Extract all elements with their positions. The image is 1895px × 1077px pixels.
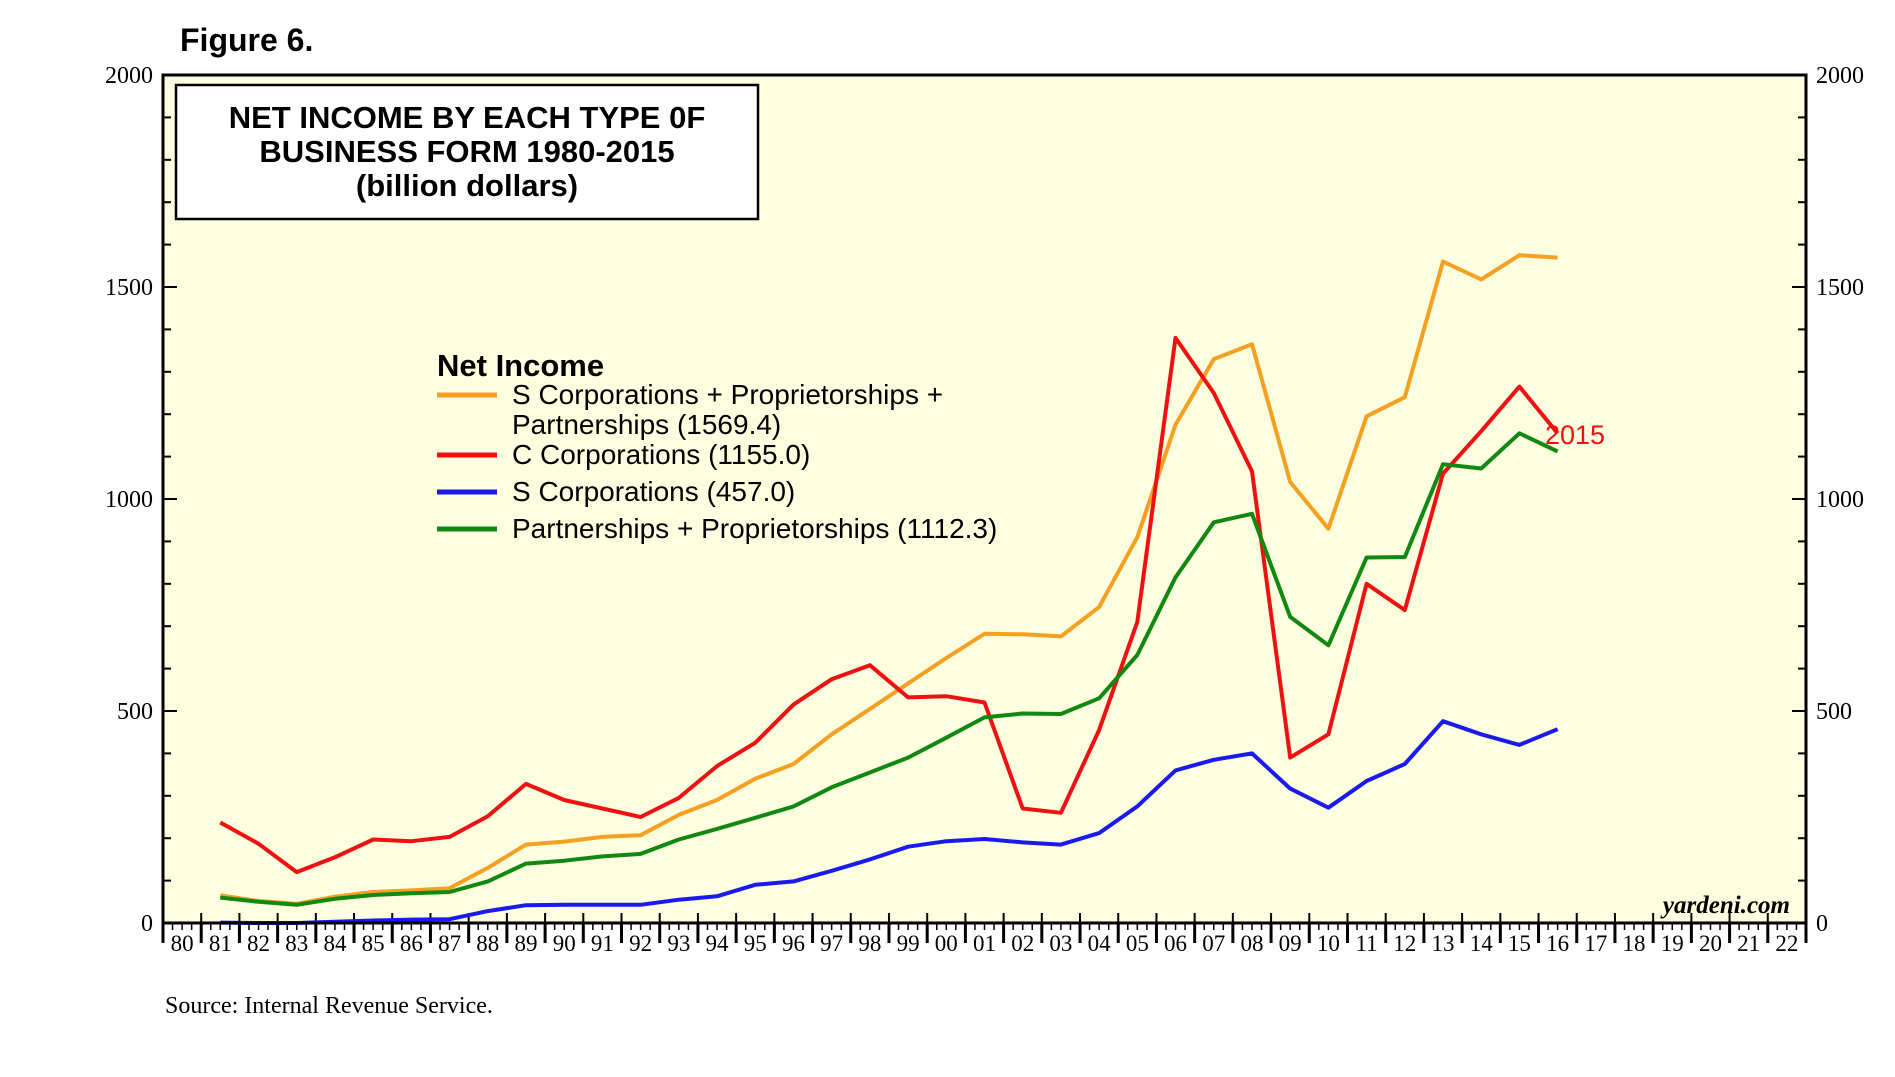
y-tick-label-right: 2000 [1816, 63, 1864, 89]
axis-ticks [161, 74, 1808, 943]
y-tick-label-right: 0 [1816, 911, 1828, 937]
y-tick-label-left: 1000 [105, 487, 153, 513]
x-tick-label: 99 [897, 931, 920, 956]
x-tick-label: 85 [362, 931, 385, 956]
series-lines [219, 253, 1560, 925]
x-axis-labels: 80 81 82 83 84 85 86 87 88 89 90 91 92 93 94 95 96 97 98 99… [171, 931, 1799, 956]
x-tick-label: 15 [1508, 931, 1531, 956]
y-tick-label-left: 500 [117, 699, 153, 725]
x-tick-label: 14 [1470, 931, 1494, 956]
x-tick-label: 96 [782, 931, 805, 956]
x-tick-label: 83 [285, 931, 308, 956]
figure-label: Figure 6. [180, 22, 314, 58]
x-tick-label: 92 [629, 931, 652, 956]
x-tick-label: 91 [591, 931, 614, 956]
end-year-label: 2015 [1545, 420, 1605, 450]
x-tick-label: 94 [706, 931, 730, 956]
x-tick-label: 16 [1546, 931, 1569, 956]
legend-label-s_corp: S Corporations (457.0) [512, 476, 795, 507]
series-line-c_corp [219, 335, 1560, 875]
x-tick-label: 93 [667, 931, 690, 956]
x-tick-label: 90 [553, 931, 576, 956]
x-tick-label: 84 [323, 931, 347, 956]
x-tick-label: 81 [209, 931, 232, 956]
x-tick-label: 21 [1737, 931, 1760, 956]
x-tick-label: 10 [1317, 931, 1340, 956]
x-tick-label: 06 [1164, 931, 1187, 956]
x-tick-label: 02 [1011, 931, 1034, 956]
source-note: Source: Internal Revenue Service. [165, 993, 493, 1019]
x-tick-label: 88 [476, 931, 499, 956]
x-tick-label: 08 [1240, 931, 1263, 956]
x-tick-label: 07 [1202, 931, 1225, 956]
x-tick-label: 89 [514, 931, 537, 956]
y-tick-label-right: 500 [1816, 699, 1852, 725]
x-tick-label: 13 [1432, 931, 1455, 956]
x-tick-label: 80 [171, 931, 194, 956]
legend-label-s_corp_prop_part: Partnerships (1569.4) [512, 409, 781, 440]
y-tick-label-left: 0 [141, 911, 153, 937]
x-tick-label: 11 [1356, 931, 1378, 956]
x-tick-label: 82 [247, 931, 270, 956]
plot-frame [161, 73, 1808, 925]
x-tick-label: 97 [820, 931, 843, 956]
x-tick-label: 19 [1661, 931, 1684, 956]
legend-label-part_prop: Partnerships + Proprietorships (1112.3) [512, 513, 997, 544]
x-tick-label: 05 [1126, 931, 1149, 956]
series-line-s_corp [220, 719, 1559, 925]
legend-title: Net Income [437, 348, 604, 383]
x-tick-label: 87 [438, 931, 461, 956]
x-tick-label: 86 [400, 931, 423, 956]
x-tick-label: 98 [858, 931, 881, 956]
y-tick-label-left: 1500 [105, 275, 153, 301]
x-tick-label: 09 [1279, 931, 1302, 956]
y-tick-label-right: 1500 [1816, 275, 1864, 301]
chart-title-line-1: NET INCOME BY EACH TYPE 0F [229, 100, 706, 135]
x-tick-label: 03 [1049, 931, 1072, 956]
y-axis-labels: 0 0 500 500 1000 1000 1500 1500 2000 2000 [105, 63, 1864, 937]
y-tick-label-left: 2000 [105, 63, 153, 89]
x-tick-label: 18 [1623, 931, 1646, 956]
x-tick-label: 04 [1088, 931, 1112, 956]
chart-title-units: (billion dollars) [356, 168, 578, 203]
chart-title-box: NET INCOME BY EACH TYPE 0F BUSINESS FORM… [174, 83, 760, 221]
series-line-s_corp_prop_part [220, 253, 1558, 906]
x-tick-label: 01 [973, 931, 996, 956]
chart-title-line-2: BUSINESS FORM 1980-2015 [259, 134, 674, 169]
x-tick-label: 20 [1699, 931, 1722, 956]
legend-label-s_corp_prop_part: S Corporations + Proprietorships + [512, 379, 943, 410]
x-tick-label: 95 [744, 931, 767, 956]
x-tick-label: 17 [1584, 931, 1607, 956]
watermark: yardeni.com [1660, 892, 1790, 919]
y-tick-label-right: 1000 [1816, 487, 1864, 513]
x-tick-label: 22 [1775, 931, 1798, 956]
legend: Net Income S Corporations + Proprietorsh… [437, 348, 997, 544]
series-line-part_prop [220, 431, 1559, 907]
legend-label-c_corp: C Corporations (1155.0) [512, 439, 810, 470]
x-tick-label: 12 [1393, 931, 1416, 956]
x-tick-label: 00 [935, 931, 958, 956]
